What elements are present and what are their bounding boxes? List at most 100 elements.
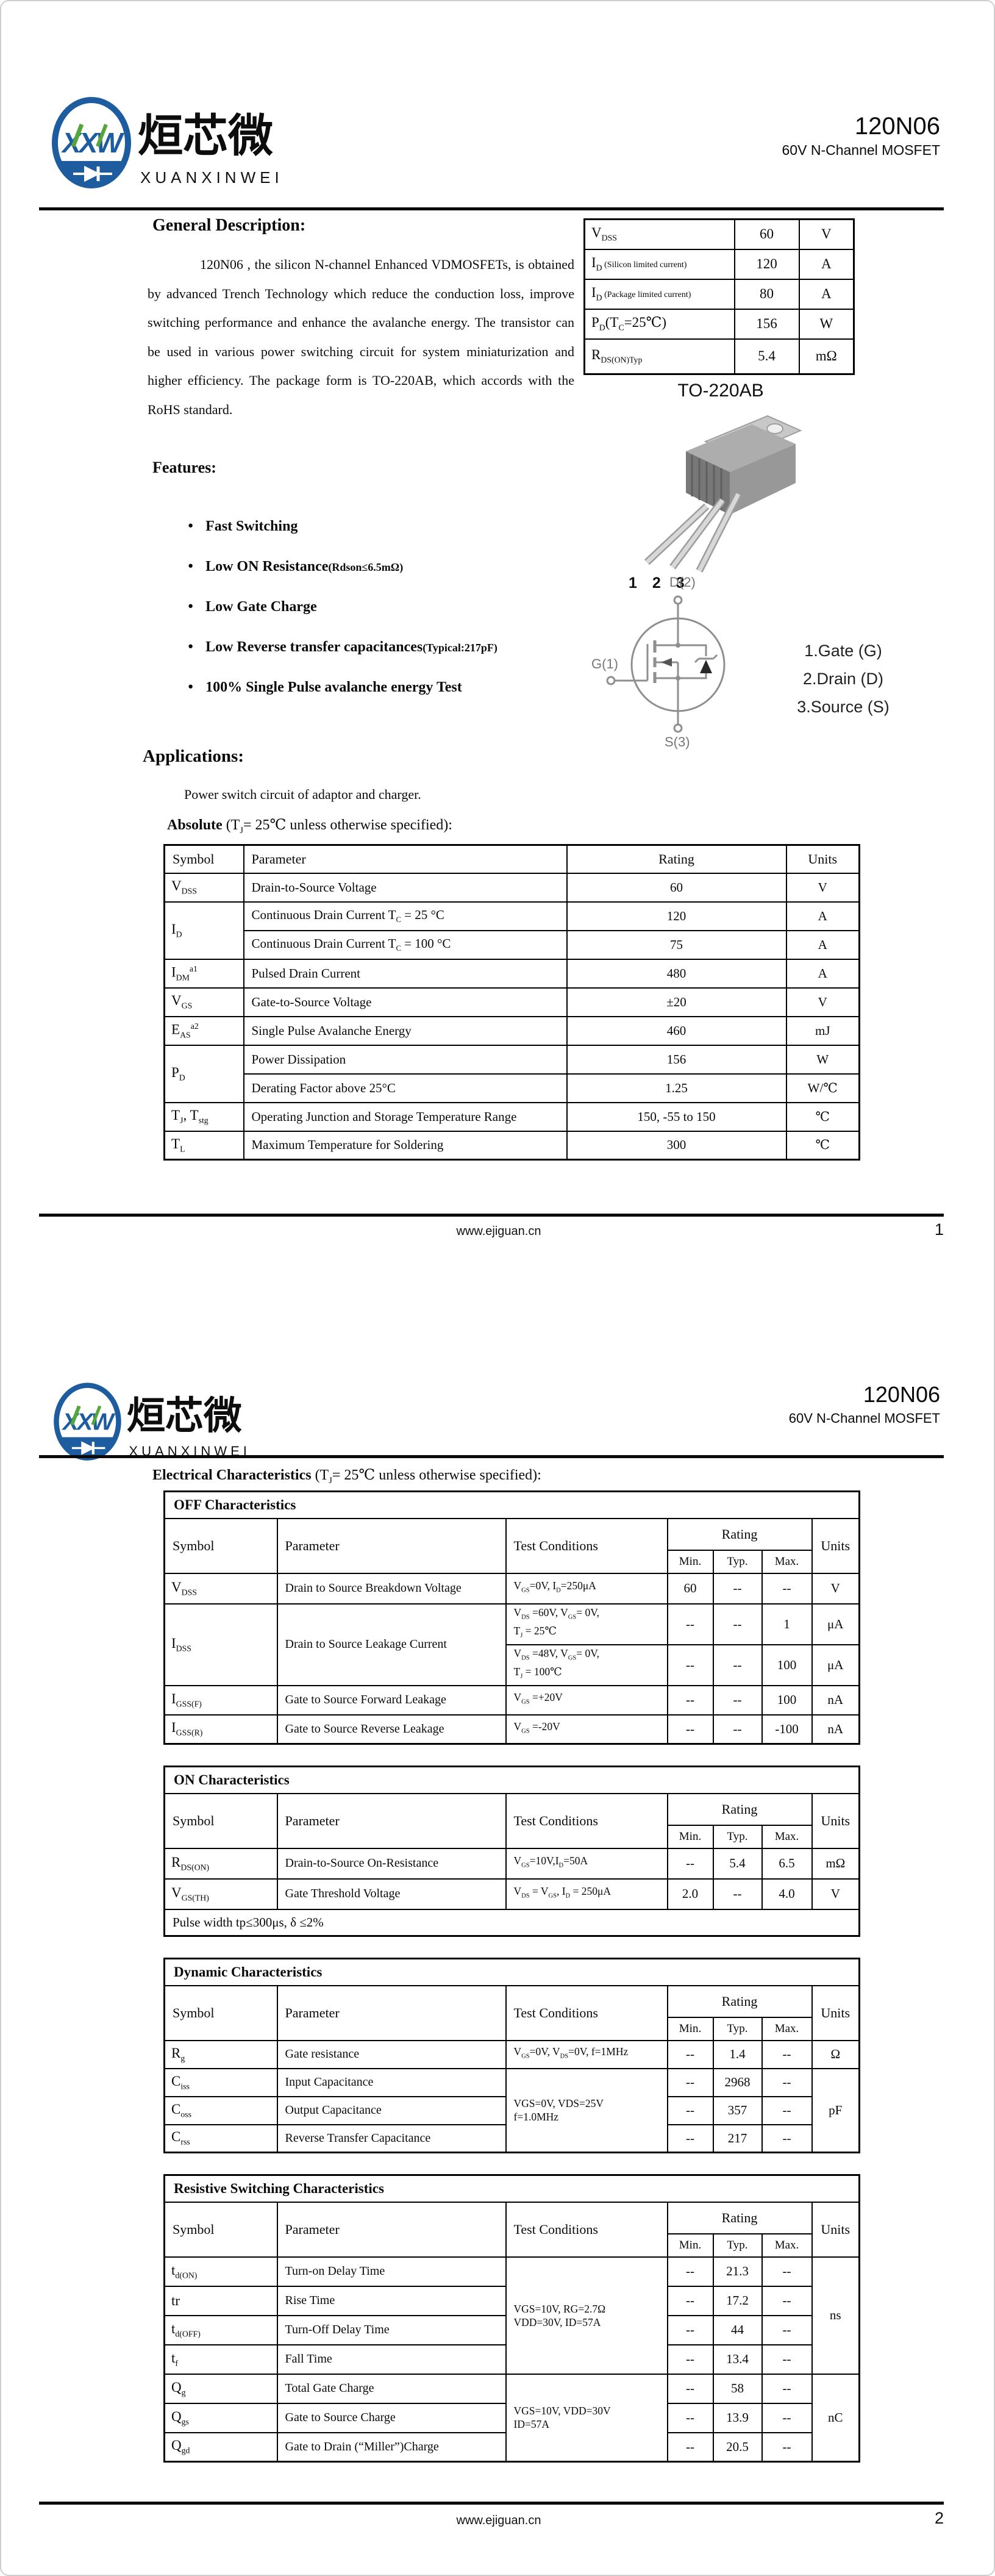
table-cell: VDSS	[583, 218, 735, 250]
legend-gate: 1.Gate (G)	[804, 642, 882, 660]
table-cell: W	[785, 1044, 860, 1075]
feature-item: ● Low Gate Charge	[188, 599, 317, 615]
part-number: 120N06	[863, 1382, 940, 1407]
table-header-cell: Min.	[666, 2016, 714, 2041]
table-cell: --	[712, 1572, 763, 1605]
footer-rule	[39, 2502, 944, 2505]
table-cell: mΩ	[811, 1847, 860, 1880]
package-image: 1 2 3	[629, 415, 802, 592]
table-cell: VDSS	[163, 872, 244, 903]
table-header-cell: OFF Characteristics	[163, 1490, 860, 1519]
table-cell: IGSS(R)	[163, 1714, 278, 1745]
table-cell: 58	[712, 2373, 763, 2404]
absolute-ratings-title: Absolute (TJ= 25℃ unless otherwise speci…	[167, 817, 452, 835]
table-header-cell: Units	[785, 844, 860, 874]
table-header-cell: Test Conditions	[505, 1984, 668, 2041]
table-cell: Drain-to-Source On-Resistance	[276, 1847, 507, 1880]
table-cell: --	[712, 1684, 763, 1716]
table-cell: VGS =+20V	[505, 1684, 668, 1716]
table-cell: VGS	[163, 987, 244, 1017]
table-cell: --	[712, 1644, 763, 1686]
table-header-cell: Parameter	[276, 1517, 507, 1574]
part-number: 120N06	[854, 113, 940, 140]
electrical-tables-column: OFF Characteristics Symbol Parameter Test C…	[163, 1490, 861, 2483]
applications-text: Power switch circuit of adaptor and char…	[184, 787, 421, 802]
table-cell: --	[761, 2431, 813, 2463]
table-cell: ID (Package limited current)	[583, 278, 735, 310]
mosfet-symbol: D(2) G(1) S(3)	[591, 574, 726, 750]
table-cell: 357	[712, 2095, 763, 2125]
table-cell: --	[666, 1603, 714, 1645]
table-cell: Power Dissipation	[243, 1044, 568, 1075]
table-cell: --	[666, 1684, 714, 1716]
key-spec-table: VDSS 60 V ID (Silicon limited current) 120 A I…	[583, 218, 855, 375]
table-header-cell: Max.	[761, 1549, 813, 1574]
table-cell: Drain-to-Source Voltage	[243, 872, 568, 903]
table-header-cell: Min.	[666, 2233, 714, 2258]
source-pin-label: S(3)	[665, 734, 690, 750]
package-body-fins	[686, 451, 730, 515]
table-cell: mΩ	[798, 338, 855, 375]
table-cell: ℃	[785, 1101, 860, 1132]
table-cell: --	[761, 2039, 813, 2069]
drain-pin-label: D(2)	[669, 574, 696, 590]
table-cell: Rise Time	[276, 2285, 507, 2316]
table-cell: --	[666, 1714, 714, 1745]
table-cell: RDS(ON)Typ	[583, 338, 735, 375]
table-cell: 100	[761, 1644, 813, 1686]
table-cell: Maximum Temperature for Soldering	[243, 1130, 568, 1161]
table-cell: VDS = VGS, ID = 250μA	[505, 1878, 668, 1910]
table-cell: VDSS	[163, 1572, 278, 1605]
table-cell: Fall Time	[276, 2344, 507, 2375]
footer-website: www.ejiguan.cn	[456, 1225, 541, 1238]
table-cell: VDS =60V, VGS= 0V, TJ = 25℃	[505, 1603, 668, 1645]
table-header-cell: Resistive Switching Characteristics	[163, 2174, 860, 2203]
table-cell: Gate resistance	[276, 2039, 507, 2069]
table-cell: 300	[566, 1130, 787, 1161]
table-header-cell: Typ.	[712, 2233, 763, 2258]
table-cell: 60	[666, 1572, 714, 1605]
general-description-heading: General Description:	[152, 216, 306, 235]
table-cell: A	[785, 958, 860, 989]
table-cell: 6.5	[761, 1847, 813, 1880]
table-cell: Qgs	[163, 2402, 278, 2433]
table-header-cell: Rating	[666, 2201, 813, 2234]
table-cell: 150, -55 to 150	[566, 1101, 787, 1132]
table-cell: IDSS	[163, 1603, 278, 1686]
table-cell: TL	[163, 1130, 244, 1161]
off-characteristics-table: OFF Characteristics Symbol Parameter Test C…	[163, 1490, 860, 1745]
resistive-switching-table: Resistive Switching Characteristics Symbo…	[163, 2174, 861, 2463]
general-description-text: 120N06 , the silicon N-channel Enhanced …	[148, 257, 574, 417]
part-subtitle: 60V N-Channel MOSFET	[788, 1411, 940, 1426]
legend-drain: 2.Drain (D)	[802, 670, 884, 688]
table-cell: V	[811, 1572, 860, 1605]
table-cell: --	[666, 2285, 714, 2316]
table-cell: --	[666, 1644, 714, 1686]
table-header-cell: Min.	[666, 1549, 714, 1574]
table-cell: 156	[733, 308, 800, 340]
table-cell: 5.4	[712, 1847, 763, 1880]
table-cell: --	[666, 2373, 714, 2404]
table-cell: nA	[811, 1684, 860, 1716]
table-cell: A	[798, 278, 855, 310]
brand-chinese: 烜芯微	[138, 110, 273, 161]
table-header-cell: Parameter	[276, 1984, 507, 2041]
table-cell: Ciss	[163, 2067, 278, 2097]
absolute-ratings-table: Symbol Parameter Rating Units VDSS Drain-to-S…	[163, 844, 860, 1161]
page-number: 2	[934, 2509, 944, 2527]
table-cell: --	[761, 1572, 813, 1605]
table-cell: 17.2	[712, 2285, 763, 2316]
table-cell: V	[798, 218, 855, 250]
page-2: XXW 烜芯微 XUANXINWEI 120N06 60V N-Channel …	[1, 1289, 994, 2575]
table-header-cell: Test Conditions	[505, 1792, 668, 1849]
table-cell: RDS(ON)	[163, 1847, 278, 1880]
table-cell: --	[761, 2285, 813, 2316]
table-cell: TJ, Tstg	[163, 1101, 244, 1132]
table-cell: V	[785, 987, 860, 1017]
table-header-cell: Parameter	[276, 2201, 507, 2258]
table-cell: VGS=0V, VDS=0V, f=1MHz	[505, 2039, 668, 2069]
page-number: 1	[934, 1220, 944, 1239]
data-table: Dynamic Characteristics Symbol Parameter Te…	[163, 1958, 861, 2153]
table-cell: Turn-Off Delay Time	[276, 2314, 507, 2345]
table-cell: nA	[811, 1714, 860, 1745]
